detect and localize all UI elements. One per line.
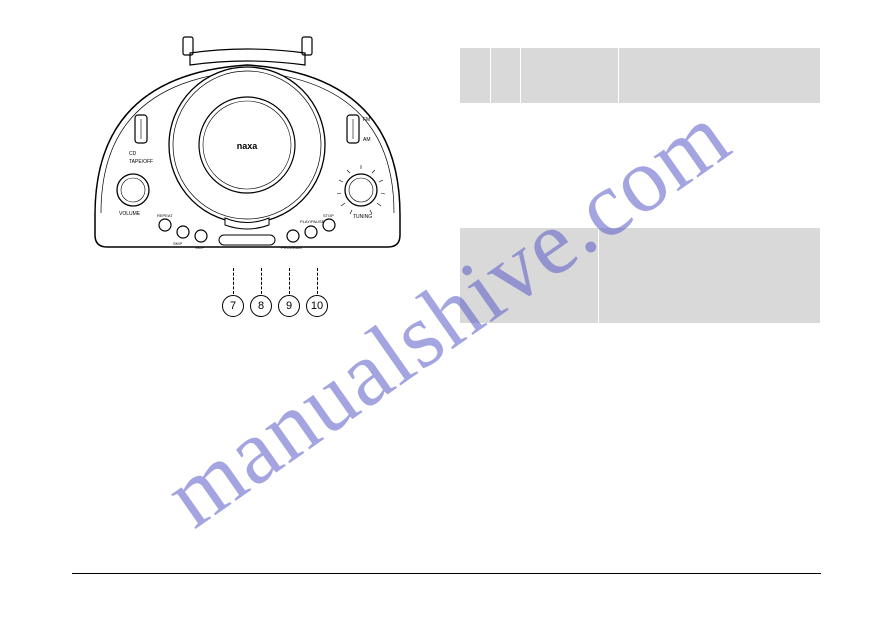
svg-text:FM: FM xyxy=(363,117,370,123)
svg-text:TUNING: TUNING xyxy=(353,214,372,220)
callout-label: 9 xyxy=(286,300,292,312)
table-placeholder-2 xyxy=(460,228,820,323)
callout-10: 10 xyxy=(306,295,328,317)
brand-label: naxa xyxy=(237,141,259,151)
callout-row: 7 8 9 10 xyxy=(222,295,328,317)
svg-text:PLAY/PAUSE: PLAY/PAUSE xyxy=(300,219,325,224)
callout-label: 8 xyxy=(258,300,264,312)
callout-8: 8 xyxy=(250,295,272,317)
callout-label: 7 xyxy=(230,300,236,312)
svg-text:PROGRAM: PROGRAM xyxy=(281,245,302,250)
svg-text:STOP: STOP xyxy=(323,213,334,218)
svg-text:VOLUME: VOLUME xyxy=(119,211,141,217)
svg-text:AM: AM xyxy=(363,137,371,143)
svg-text:CD: CD xyxy=(129,151,137,157)
table-placeholder-1 xyxy=(460,48,820,103)
svg-text:SKIP: SKIP xyxy=(195,245,204,250)
callout-7: 7 xyxy=(222,295,244,317)
callout-9: 9 xyxy=(278,295,300,317)
callout-label: 10 xyxy=(311,300,323,312)
svg-text:TAPE/OFF: TAPE/OFF xyxy=(129,159,153,165)
footer-divider xyxy=(72,573,821,574)
device-diagram: naxa CD TAPE/OFF VOLUME REPEAT SKIP SKIP xyxy=(75,35,420,295)
svg-text:REPEAT: REPEAT xyxy=(157,213,173,218)
boombox-svg: naxa CD TAPE/OFF VOLUME REPEAT SKIP SKIP xyxy=(75,35,420,295)
svg-text:SKIP: SKIP xyxy=(173,241,182,246)
page: naxa CD TAPE/OFF VOLUME REPEAT SKIP SKIP xyxy=(0,0,893,629)
